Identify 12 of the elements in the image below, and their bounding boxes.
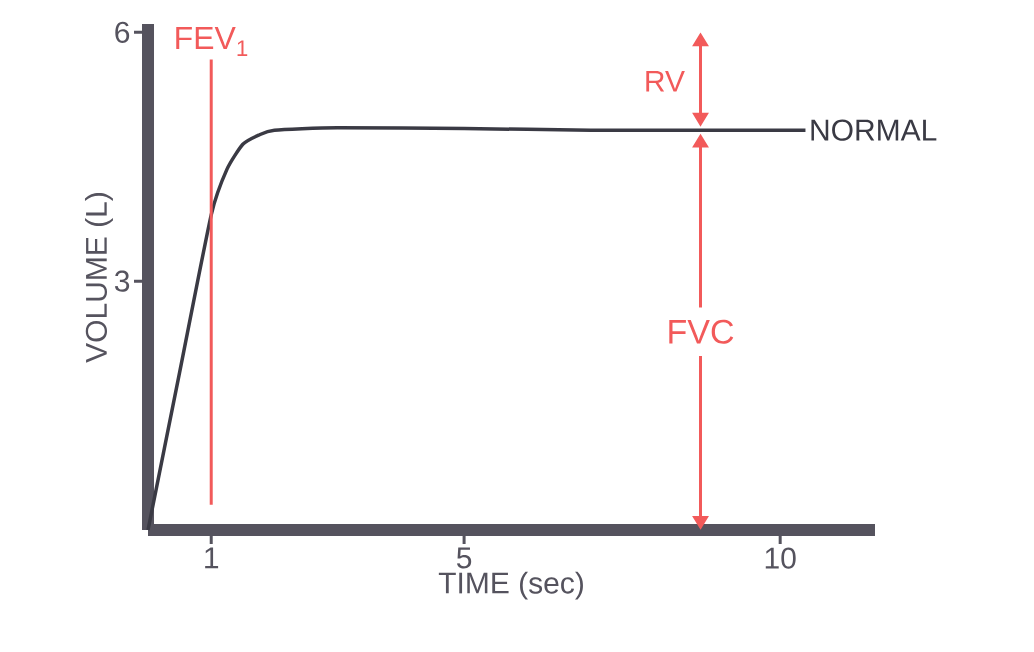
x-tick-label: 1 xyxy=(205,547,219,569)
y-tick-label: 3 xyxy=(114,270,130,292)
ref-line-label: FEV$_{1}$ xyxy=(176,27,248,56)
line-series xyxy=(146,125,808,532)
y-tick-label: 6 xyxy=(115,21,130,43)
x-tick-label: 10 xyxy=(765,547,796,569)
x-axis-title: TIME (sec) xyxy=(438,571,583,600)
x-tick-label: 5 xyxy=(456,547,472,569)
series-label: NORMAL xyxy=(811,119,937,141)
annotation: RV xyxy=(646,70,685,92)
y-axis-title: VOLUME (L) xyxy=(84,193,113,363)
annotation: FVC xyxy=(669,319,734,344)
